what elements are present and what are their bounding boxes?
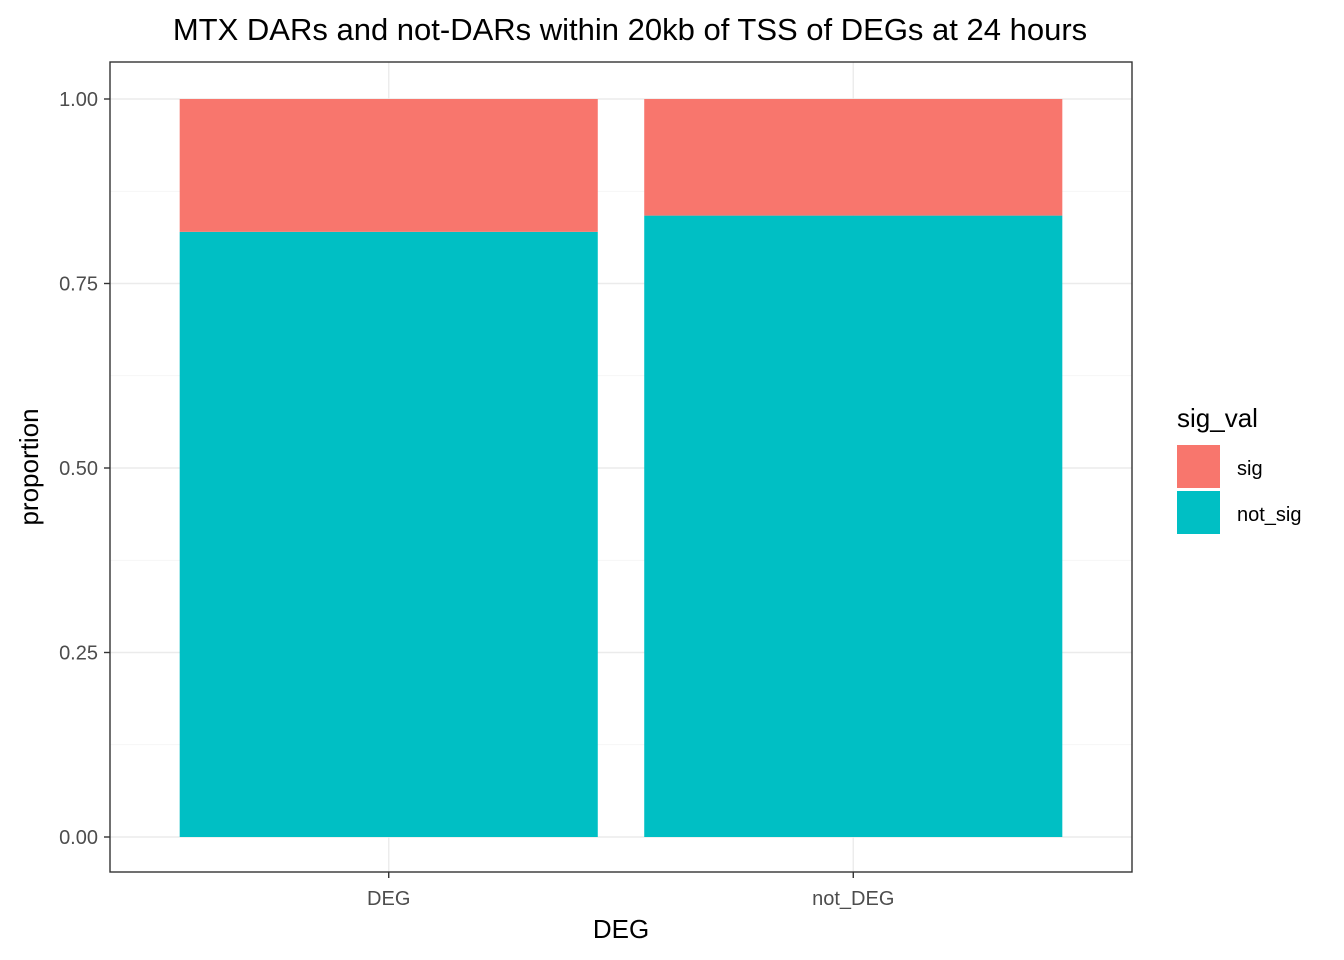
y-tick-label: 0.25 xyxy=(59,643,98,665)
x-tick-label: DEG xyxy=(367,888,410,910)
bar-sig-not_DEG xyxy=(644,99,1063,216)
bar-not_sig-DEG xyxy=(179,231,598,838)
plot-border xyxy=(109,61,1133,873)
x-axis-title: DEG xyxy=(593,914,649,944)
bar-not_sig-not_DEG xyxy=(644,215,1063,837)
y-tick-label: 0.00 xyxy=(59,827,98,849)
y-tick-label: 0.50 xyxy=(59,458,98,480)
y-tick-label: 1.00 xyxy=(59,89,98,111)
bars xyxy=(179,99,1063,838)
x-tick-label: not_DEG xyxy=(812,888,894,910)
y-axis-title: proportion xyxy=(14,408,44,525)
x-axis: DEG not_DEG xyxy=(367,872,894,910)
bar-sig-DEG xyxy=(179,99,598,232)
legend-title: sig_val xyxy=(1177,403,1258,433)
chart-title: MTX DARs and not-DARs within 20kb of TSS… xyxy=(173,12,1087,47)
legend-label-sig: sig xyxy=(1237,458,1263,480)
y-tick-label: 0.75 xyxy=(59,274,98,296)
legend-swatch-sig xyxy=(1177,445,1220,488)
legend: sig_val sig not_sig xyxy=(1177,403,1302,534)
legend-swatch-not_sig xyxy=(1177,491,1220,534)
legend-label-not_sig: not_sig xyxy=(1237,504,1302,526)
y-axis: 0.00 0.25 0.50 0.75 1.00 xyxy=(59,89,110,849)
plot-panel xyxy=(109,61,1133,873)
